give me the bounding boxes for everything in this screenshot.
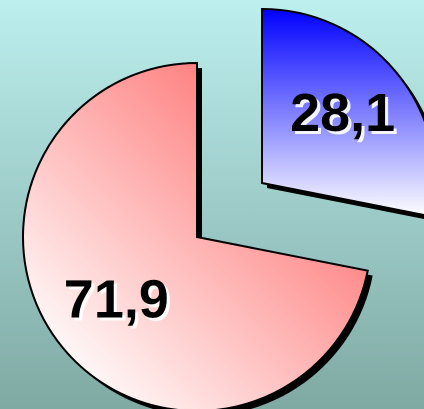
slice — [22, 61, 369, 409]
data-label: 28,1 — [290, 83, 395, 143]
slice — [261, 7, 424, 216]
data-label: 71,9 — [64, 270, 169, 330]
pie — [22, 7, 424, 409]
